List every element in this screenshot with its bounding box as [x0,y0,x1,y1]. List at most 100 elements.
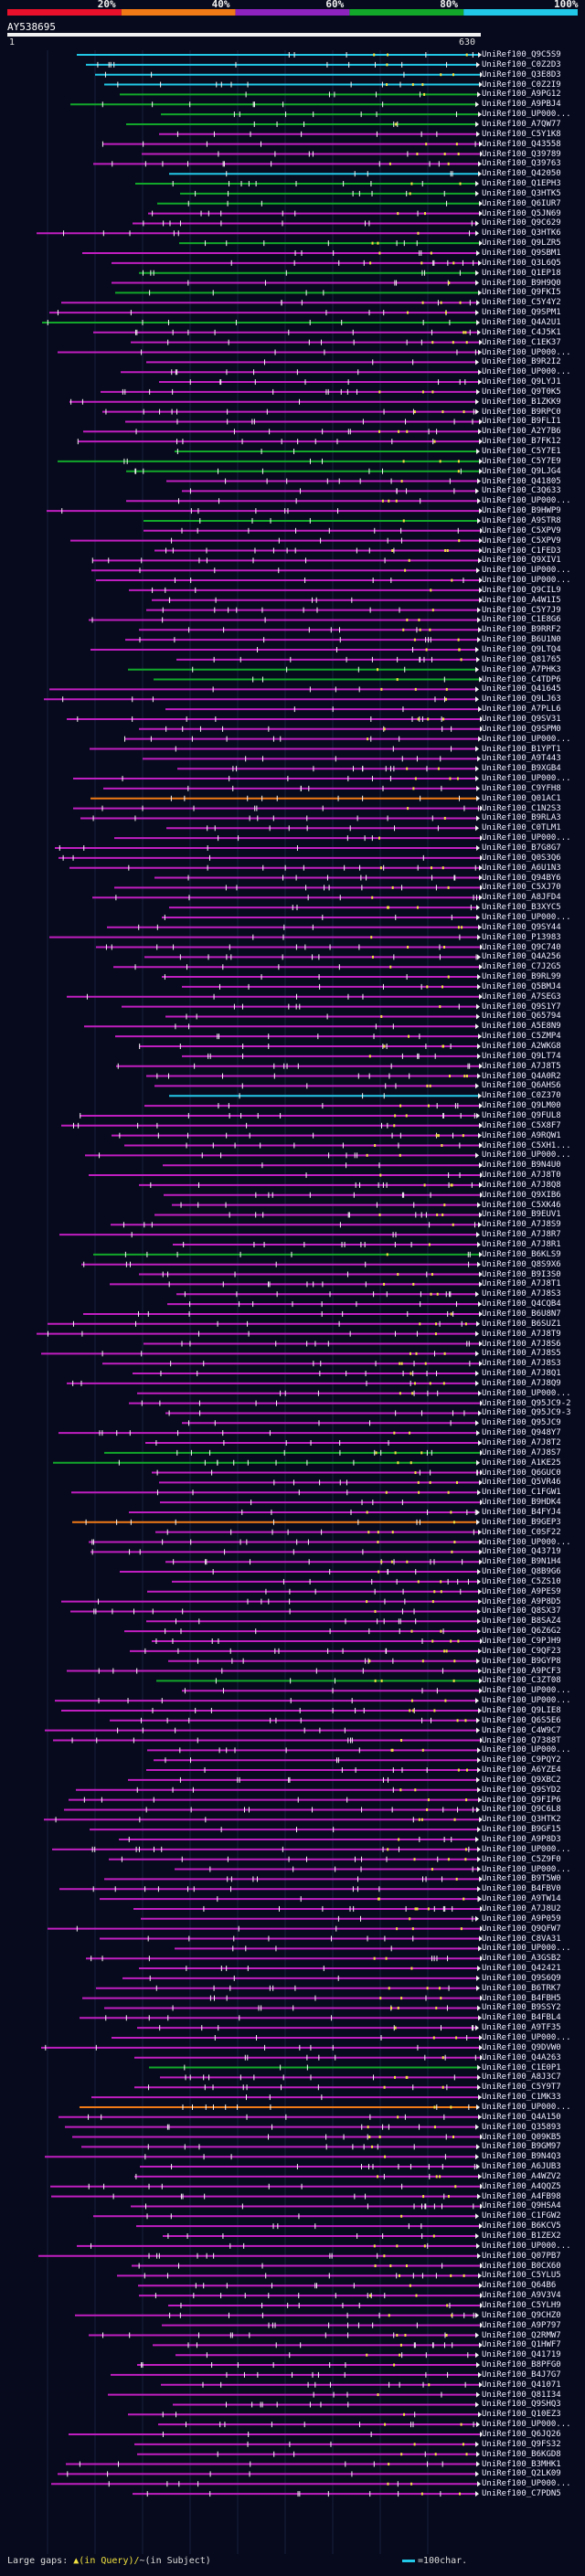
hit-label[interactable]: UniRef100_Q9FS32 [482,2439,561,2449]
hit-label[interactable]: UniRef100_C5XK46 [482,1200,561,1210]
hit-alignment[interactable] [137,2025,479,2031]
hit-alignment[interactable] [133,2491,479,2497]
hit-alignment[interactable] [117,2273,482,2279]
hit-label[interactable]: UniRef100_UP000... [482,2420,571,2430]
hit-alignment[interactable] [158,2422,480,2428]
hit-label[interactable]: UniRef100_Q42050 [482,169,561,179]
hit-alignment[interactable] [144,954,481,960]
hit-label[interactable]: UniRef100_B6KCV5 [482,2221,561,2231]
hit-label[interactable]: UniRef100_UP000... [482,1944,571,1954]
hit-alignment[interactable] [90,1549,482,1555]
hit-label[interactable]: UniRef100_C7J2G5 [482,962,561,972]
hit-alignment[interactable] [165,706,482,713]
hit-alignment[interactable] [154,676,482,683]
hit-label[interactable]: UniRef100_Q9S6Q9 [482,1973,561,1983]
hit-alignment[interactable] [104,1876,482,1882]
hit-label[interactable]: UniRef100_B1YPT1 [482,744,561,754]
hit-alignment[interactable] [133,220,479,227]
hit-label[interactable]: UniRef100_A4QQZ5 [482,2181,561,2191]
hit-label[interactable]: UniRef100_B4J7G7 [482,2369,561,2380]
hit-alignment[interactable] [168,1658,480,1664]
hit-alignment[interactable] [37,1330,479,1337]
hit-label[interactable]: UniRef100_C5XJ70 [482,883,561,893]
hit-label[interactable]: UniRef100_A7PHK3 [482,664,561,674]
hit-label[interactable]: UniRef100_A9T443 [482,754,561,764]
hit-label[interactable]: UniRef100_Q95JC9-3 [482,1408,571,1418]
hit-label[interactable]: UniRef100_A9V3V4 [482,2291,561,2301]
hit-label[interactable]: UniRef100_B8PFG0 [482,2360,561,2370]
hit-alignment[interactable] [69,398,479,405]
hit-label[interactable]: UniRef100_C5YLU5 [482,2271,561,2281]
hit-label[interactable]: UniRef100_Q0S3Q6 [482,853,561,863]
hit-label[interactable]: UniRef100_B6U1N0 [482,635,561,645]
hit-label[interactable]: UniRef100_B4FBL4 [482,2013,561,2023]
hit-label[interactable]: UniRef100_B4FBV0 [482,1884,561,1894]
hit-label[interactable]: UniRef100_C0Z2D3 [482,59,561,69]
hit-label[interactable]: UniRef100_Q9HSA4 [482,2201,561,2211]
hit-alignment[interactable] [101,388,480,395]
hit-label[interactable]: UniRef100_Q95JC9 [482,1418,561,1428]
hit-label[interactable]: UniRef100_A4FB98 [482,2191,561,2201]
hit-label[interactable]: UniRef100_Q65794 [482,1012,561,1022]
hit-alignment[interactable] [134,2173,482,2179]
hit-label[interactable]: UniRef100_Q4A256 [482,952,561,962]
hit-label[interactable]: UniRef100_C5XH1... [482,1140,571,1150]
hit-label[interactable]: UniRef100_Q81I34 [482,2390,561,2400]
hit-label[interactable]: UniRef100_Q9C6L8 [482,1805,561,1815]
hit-label[interactable]: UniRef100_Q9SHQ3 [482,2400,561,2410]
hit-label[interactable]: UniRef100_Q9LTQ4 [482,645,561,654]
hit-label[interactable]: UniRef100_Q6JQ26 [482,2430,561,2439]
hit-label[interactable]: UniRef100_Q948Y7 [482,1428,561,1438]
hit-alignment[interactable] [53,1459,480,1466]
hit-label[interactable]: UniRef100_A6U1N3 [482,863,561,873]
hit-alignment[interactable] [38,2253,481,2259]
hit-label[interactable]: UniRef100_A8JFD4 [482,893,561,903]
hit-label[interactable]: UniRef100_A3GSB2 [482,1954,561,1964]
hit-alignment[interactable] [175,1866,481,1872]
hit-label[interactable]: UniRef100_UP000... [482,1745,571,1755]
hit-label[interactable]: UniRef100_Q9LJ63 [482,694,561,705]
hit-label[interactable]: UniRef100_Q07PB7 [482,2251,561,2261]
hit-label[interactable]: UniRef100_A7PLL6 [482,705,561,715]
hit-label[interactable]: UniRef100_UP000... [482,734,571,744]
hit-alignment[interactable] [85,1152,479,1159]
hit-alignment[interactable] [146,1073,481,1079]
hit-label[interactable]: UniRef100_UP000... [482,367,571,377]
hit-alignment[interactable] [120,91,481,98]
hit-label[interactable]: UniRef100_A7J8Q9 [482,1378,561,1388]
hit-label[interactable]: UniRef100_C4TDP6 [482,674,561,684]
hit-alignment[interactable] [77,439,482,445]
hit-label[interactable]: UniRef100_Q10EZ3 [482,2410,561,2420]
hit-alignment[interactable] [93,161,482,167]
hit-label[interactable]: UniRef100_Q3HTK6 [482,228,561,239]
hit-alignment[interactable] [139,1271,482,1277]
hit-label[interactable]: UniRef100_C9PQY2 [482,1755,561,1765]
hit-label[interactable]: UniRef100_A7J8Q1 [482,1369,561,1379]
hit-label[interactable]: UniRef100_Q9T0K5 [482,387,561,397]
hit-alignment[interactable] [72,1519,480,1525]
hit-label[interactable]: UniRef100_Q9C629 [482,218,561,228]
hit-alignment[interactable] [76,1786,481,1793]
hit-alignment[interactable] [130,1648,482,1654]
hit-alignment[interactable] [90,647,479,652]
hit-alignment[interactable] [45,1727,480,1733]
hit-label[interactable]: UniRef100_UP000... [482,576,571,586]
hit-label[interactable]: UniRef100_A9P059 [482,1913,561,1924]
hit-alignment[interactable] [55,845,480,851]
hit-alignment[interactable] [169,1093,482,1099]
hit-label[interactable]: UniRef100_Q41645 [482,684,561,694]
hit-alignment[interactable] [103,785,480,791]
hit-alignment[interactable] [86,1956,482,1962]
hit-label[interactable]: UniRef100_C1FGW1 [482,1488,561,1498]
hit-label[interactable]: UniRef100_Q6Z6G2 [482,1627,561,1637]
hit-alignment[interactable] [144,1103,482,1109]
hit-label[interactable]: UniRef100_B6TRK7 [482,1983,561,1993]
hit-alignment[interactable] [83,429,482,435]
hit-label[interactable]: UniRef100_UP000... [482,1686,571,1696]
hit-alignment[interactable] [84,1023,479,1030]
hit-label[interactable]: UniRef100_UP000... [482,496,571,506]
hit-alignment[interactable] [166,825,479,832]
hit-alignment[interactable] [89,1539,482,1545]
hit-alignment[interactable] [52,1846,481,1852]
hit-label[interactable]: UniRef100_C5Y4Y2 [482,298,561,308]
